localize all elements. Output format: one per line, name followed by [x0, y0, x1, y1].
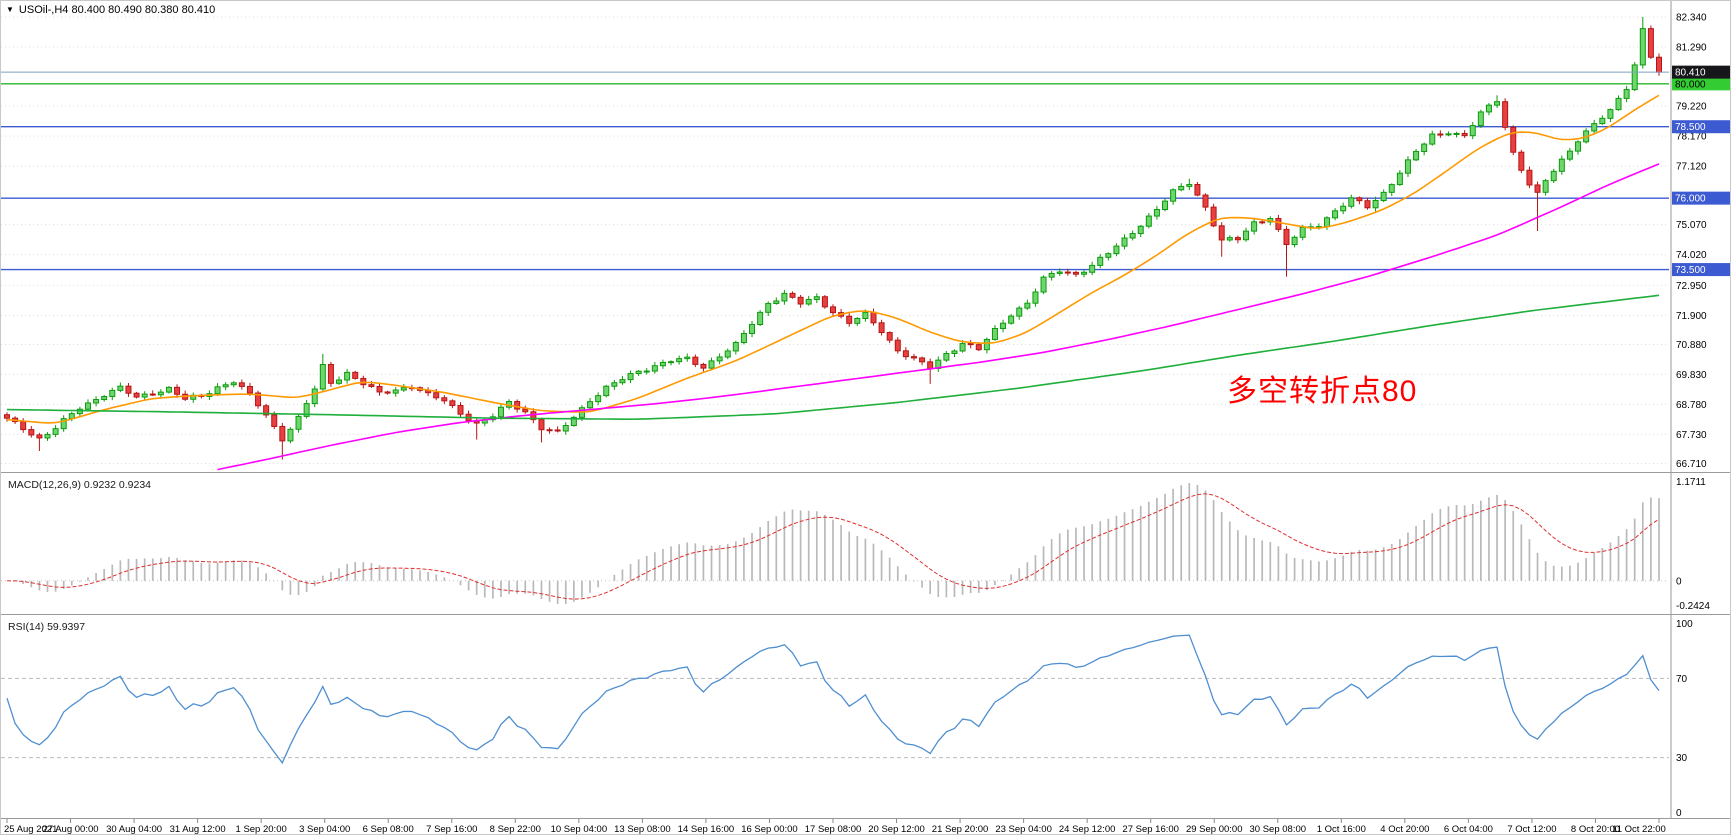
price-scale-label: 75.070: [1676, 220, 1707, 231]
time-axis-label: 3 Sep 04:00: [299, 824, 350, 835]
time-axis-label: 25 Aug 2021: [4, 824, 57, 835]
macd-scale-label: 1.1711: [1676, 477, 1706, 488]
time-axis-label: 10 Sep 04:00: [551, 824, 608, 835]
level-tag-76.000: [1672, 191, 1730, 205]
time-axis-label: 30 Aug 04:00: [106, 824, 162, 835]
symbol-title: ▼ USOil-,H4 80.400 80.490 80.380 80.410: [6, 4, 215, 16]
time-axis-label: 16 Sep 00:00: [741, 824, 798, 835]
price-scale-label: 71.900: [1676, 311, 1707, 322]
time-axis-label: 4 Oct 20:00: [1380, 824, 1429, 835]
time-axis-label: 8 Oct 20:00: [1571, 824, 1620, 835]
time-axis-label: 7 Sep 16:00: [426, 824, 477, 835]
time-axis-label: 30 Sep 08:00: [1250, 824, 1307, 835]
time-axis-label: 23 Sep 04:00: [995, 824, 1052, 835]
time-axis-label: 29 Sep 00:00: [1186, 824, 1243, 835]
price-scale-tags: 80.000 78.500 76.000 73.500 80.410: [1672, 65, 1730, 277]
rsi-scale-label: 70: [1676, 674, 1688, 685]
time-axis-label: 13 Sep 08:00: [614, 824, 671, 835]
rsi-line: [6, 634, 1660, 765]
time-axis-label: 1 Sep 20:00: [236, 824, 287, 835]
macd-scale-label: 0: [1676, 576, 1682, 587]
current-price-tag-label: 80.410: [1675, 68, 1706, 79]
ma-fast-line: [6, 94, 1660, 424]
level-tag-76.000-label: 76.000: [1675, 194, 1706, 205]
level-tag-78.500: [1672, 120, 1730, 134]
price-scale-label: 79.220: [1676, 102, 1707, 113]
time-axis-label: 24 Sep 12:00: [1059, 824, 1116, 835]
time-axis-label: 11 Oct 22:00: [1612, 824, 1666, 835]
level-tag-73.500: [1672, 263, 1730, 277]
price-scale-label: 70.880: [1676, 340, 1707, 351]
rsi-scale-label: 0: [1676, 808, 1682, 819]
level-tag-73.500-label: 73.500: [1675, 265, 1706, 276]
level-tag-80.000-label: 80.000: [1675, 79, 1706, 90]
current-price-tag: [1672, 65, 1730, 79]
price-scale-label: 67.730: [1676, 430, 1707, 441]
macd-title: MACD(12,26,9) 0.9232 0.9234: [8, 479, 152, 491]
chart-annotation[interactable]: 多空转折点80: [1227, 375, 1418, 408]
price-scale-label: 66.710: [1676, 459, 1707, 470]
rsi-scale-label: 100: [1676, 619, 1693, 630]
ma-mid-line: [217, 163, 1660, 471]
rsi-scale-label: 30: [1676, 753, 1688, 764]
time-axis-label: 27 Sep 16:00: [1122, 824, 1179, 835]
symbol-ohlc-text: USOil-,H4 80.400 80.490 80.380 80.410: [18, 4, 216, 16]
level-tag-80.000: [1672, 77, 1730, 91]
horizontal-level-lines[interactable]: [1, 83, 1669, 271]
time-axis-label: 7 Oct 12:00: [1507, 824, 1556, 835]
time-axis-label: 17 Sep 08:00: [805, 824, 862, 835]
time-axis-label: 31 Aug 12:00: [170, 824, 226, 835]
price-grid: 82.340 81.290 79.220 78.170 77.120 75.070 74.0…: [1, 13, 1707, 470]
price-scale-label: 77.120: [1676, 162, 1707, 173]
time-axis-label: 1 Oct 16:00: [1317, 824, 1366, 835]
time-axis-label: 6 Sep 08:00: [363, 824, 414, 835]
time-axis-label: 20 Sep 12:00: [868, 824, 925, 835]
time-axis-label: 21 Sep 20:00: [932, 824, 989, 835]
price-scale-label: 78.170: [1676, 132, 1707, 143]
price-scale-label: 68.780: [1676, 400, 1707, 411]
price-scale-label: 81.290: [1676, 43, 1707, 54]
price-scale-label: 69.830: [1676, 370, 1707, 381]
symbol-marker-icon: ▼: [6, 5, 14, 14]
price-scale-label: 72.950: [1676, 281, 1707, 292]
rsi-title: RSI(14) 59.9397: [8, 621, 86, 633]
time-axis-label: 27 Aug 00:00: [43, 824, 99, 835]
time-axis-label: 6 Oct 04:00: [1444, 824, 1493, 835]
macd-signal-line: [6, 493, 1660, 600]
macd-scale-label: -0.2424: [1676, 601, 1710, 612]
price-scale-label: 82.340: [1676, 13, 1707, 24]
macd-panel: 1.1711 0 -0.2424: [1, 477, 1710, 612]
rsi-panel: 100 70 30 0: [1, 619, 1693, 819]
ma-slow-line: [6, 294, 1660, 420]
level-tag-78.500-label: 78.500: [1675, 122, 1706, 133]
panel-borders: [1, 1, 1730, 819]
time-axis-label: 14 Sep 16:00: [678, 824, 735, 835]
price-scale-label: 74.020: [1676, 250, 1707, 261]
time-axis-label: 8 Sep 22:00: [490, 824, 541, 835]
